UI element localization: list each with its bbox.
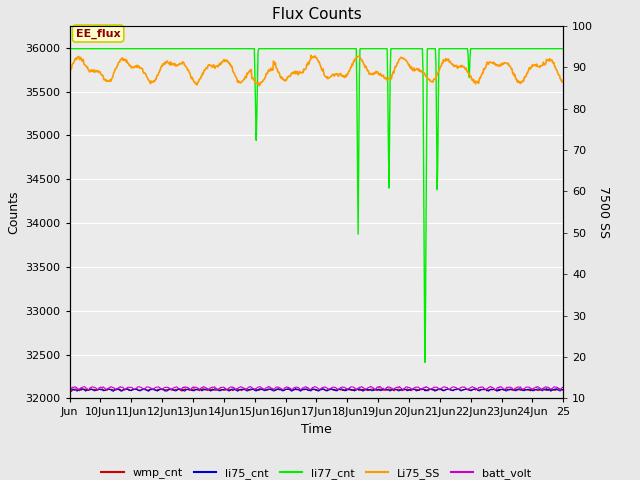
Title: Flux Counts: Flux Counts: [271, 7, 362, 22]
Text: EE_flux: EE_flux: [76, 28, 120, 39]
X-axis label: Time: Time: [301, 423, 332, 436]
Y-axis label: Counts: Counts: [7, 191, 20, 234]
Y-axis label: 7500 SS: 7500 SS: [597, 186, 610, 238]
Legend: wmp_cnt, li75_cnt, li77_cnt, Li75_SS, batt_volt: wmp_cnt, li75_cnt, li77_cnt, Li75_SS, ba…: [97, 464, 536, 480]
